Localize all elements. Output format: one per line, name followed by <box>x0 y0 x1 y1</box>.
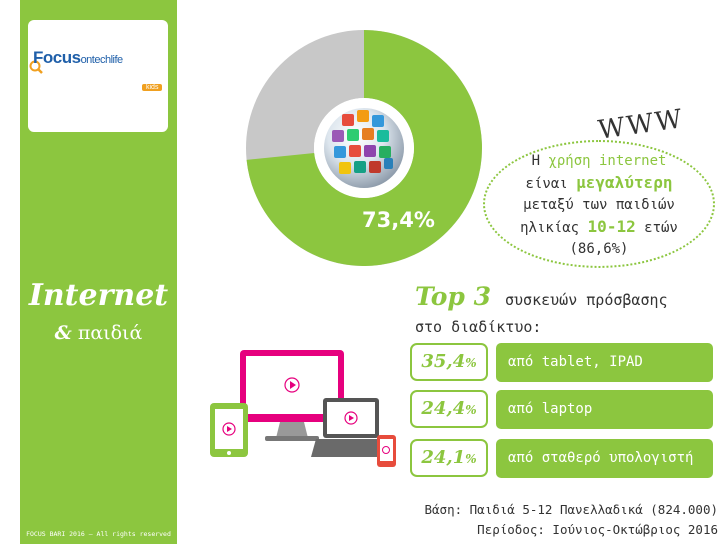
top3-line1: συσκευών πρόσβασης <box>505 291 668 309</box>
device-pct-desktop: 24,1% <box>410 439 488 477</box>
device-pct-sign: % <box>465 452 477 466</box>
device-pct-sign: % <box>465 403 477 417</box>
magnifier-icon <box>29 60 43 74</box>
device-label-tablet: από tablet, IPAD <box>496 343 713 382</box>
device-pct-laptop: 24,4% <box>410 390 488 428</box>
smartphone-icon <box>377 435 396 467</box>
footer-notes: Βάση: Παιδιά 5-12 Πανελλαδικά (824.000) … <box>425 500 719 540</box>
bubble-line-2: είναι μεγαλύτερη <box>488 172 710 195</box>
donut-chart <box>246 30 482 266</box>
bubble-line-5: (86,6%) <box>569 241 629 257</box>
page-title: Internet <box>28 278 169 313</box>
bubble-line-3: μεταξύ των παιδιών <box>523 197 675 213</box>
logo-brand-suffix: ontechlife <box>80 54 124 66</box>
laptop-icon <box>311 398 391 457</box>
device-pct-sign: % <box>465 356 477 370</box>
basis-text: Βάση: Παιδιά 5-12 Πανελλαδικά (824.000) <box>424 502 719 517</box>
globe-apps-icon <box>324 108 404 188</box>
bubble-l1a: Η <box>531 153 549 169</box>
page-subtitle: & παιδιά <box>20 322 177 344</box>
device-pct-value: 24,4 <box>421 398 466 419</box>
top3-title: Top 3 <box>415 282 491 311</box>
device-label-laptop: από laptop <box>496 390 713 429</box>
subtitle-text: παιδιά <box>77 322 143 344</box>
device-pct-tablet: 35,4% <box>410 343 488 381</box>
device-pct-value: 24,1 <box>421 447 466 468</box>
logo <box>28 20 168 132</box>
bubble-l4c: ετών <box>635 220 678 236</box>
bubble-l2a: είναι <box>525 176 577 192</box>
bubble-l1b: χρήση internet <box>548 153 667 169</box>
tablet-icon <box>210 403 248 457</box>
bubble-line-1: Η χρήση internet <box>488 151 710 172</box>
logo-brand: Focus <box>33 48 81 67</box>
donut-value-label: 73,4% <box>362 208 435 232</box>
bubble-l2b: μεγαλύτερη <box>576 173 673 192</box>
subtitle-amp: & <box>54 322 72 344</box>
bubble-line-4: ηλικίας 10-12 ετών <box>488 216 710 239</box>
donut-filled <box>246 30 482 266</box>
logo-text: Focusontechlife <box>33 48 123 68</box>
top3-line2: στο διαδίκτυο: <box>415 318 542 336</box>
period-text: Περίοδος: Ιούνιος-Οκτώβριος 2016 <box>477 522 718 537</box>
bubble-l4b: 10-12 <box>587 217 636 236</box>
device-label-desktop: από σταθερό υπολογιστή <box>496 439 713 478</box>
kids-badge: kids <box>142 84 163 91</box>
info-bubble <box>483 140 715 268</box>
device-pct-value: 35,4 <box>421 351 466 372</box>
monitor-icon <box>240 350 344 441</box>
info-bubble-text: Η χρήση internet είναι μεγαλύτερη μεταξύ… <box>488 151 710 260</box>
copyright: FOCUS BARI 2016 – All rights reserved <box>26 530 171 538</box>
devices-illustration <box>210 350 396 467</box>
bubble-l4a: ηλικίας <box>520 220 588 236</box>
